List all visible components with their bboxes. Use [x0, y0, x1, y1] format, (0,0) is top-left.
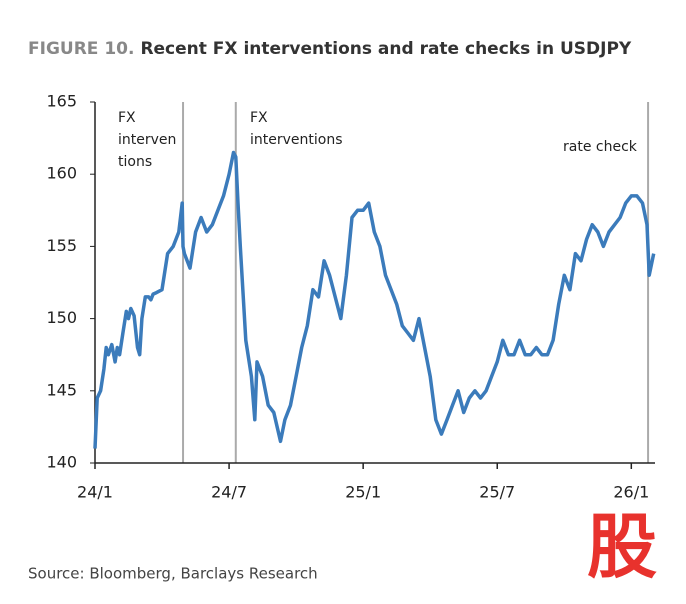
title-line: FIGURE 10. Recent FX interventions and ra… — [28, 39, 632, 59]
y-tick-label: 155 — [46, 236, 77, 255]
annotation: rate check — [563, 139, 638, 155]
annotation: interventions — [250, 132, 343, 148]
x-tick-label: 26/1 — [613, 483, 649, 502]
y-tick-label: 150 — [46, 308, 77, 327]
x-tick-label: 25/7 — [479, 483, 515, 502]
y-tick-label: 140 — [46, 453, 77, 472]
annotation: tions — [118, 154, 152, 170]
y-tick-label: 145 — [46, 380, 77, 399]
annotation: interven — [118, 132, 176, 148]
annotation: FX — [118, 110, 136, 126]
source: Source: Bloomberg, Barclays Research — [28, 565, 318, 583]
annotation: FX — [250, 110, 268, 126]
chart-title: Recent FX interventions and rate checks … — [140, 39, 631, 59]
y-tick-label: 160 — [46, 164, 77, 183]
y-tick-label: 165 — [46, 92, 77, 111]
watermark: 股 — [587, 506, 657, 588]
figure-label: FIGURE 10. — [28, 39, 134, 59]
x-tick-label: 25/1 — [345, 483, 381, 502]
x-tick-label: 24/7 — [211, 483, 247, 502]
price-line — [93, 150, 656, 449]
x-tick-label: 24/1 — [77, 483, 113, 502]
